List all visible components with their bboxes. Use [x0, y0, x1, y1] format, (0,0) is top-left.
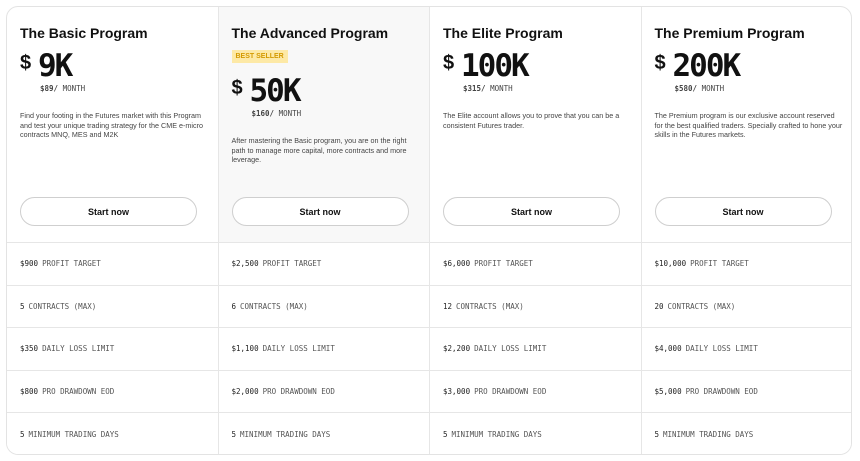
feature-row: $2,200 DAILY LOSS LIMIT [430, 327, 641, 370]
period: MONTH [62, 84, 86, 93]
feature-value: 5 [443, 429, 448, 439]
description: The Premium program is our exclusive acc… [654, 111, 843, 139]
feature-value: 12 [443, 301, 453, 311]
feature-row: $2,500 PROFIT TARGET [218, 242, 429, 285]
feature-value: 5 [231, 429, 237, 439]
start-button[interactable]: Start now [443, 197, 620, 226]
description: Find your footing in the Futures market … [20, 111, 203, 139]
feature-label: CONTRACTS (MAX) [240, 301, 308, 311]
feature-value: $900 [20, 259, 39, 269]
feature-row: 5 CONTRACTS (MAX) [7, 284, 218, 328]
plan-card: The Premium Program $200K $580/ MONTH The P… [641, 7, 851, 454]
feature-row: 6 CONTRACTS (MAX) [218, 284, 429, 328]
start-button[interactable]: Start now [654, 197, 832, 226]
feature-value: $2,500 [231, 259, 259, 269]
feature-value: $6,000 [443, 259, 471, 269]
feature-row: $2,000 PRO DRAWDOWN EOD [218, 369, 429, 413]
feature-value: 20 [654, 301, 664, 311]
feature-value: $1,100 [231, 344, 259, 354]
plan-card: The Basic Program $9K $89/ MONTH Find your … [7, 7, 219, 454]
currency: $ [231, 77, 243, 99]
feature-label: PROFIT TARGET [262, 259, 322, 269]
feature-label: PRO DRAWDOWN EOD [42, 387, 115, 397]
feature-value: $2,200 [443, 344, 471, 354]
price: 100K [461, 48, 530, 84]
feature-row: $4,000 DAILY LOSS LIMIT [641, 327, 851, 370]
feature-label: MINIMUM TRADING DAYS [451, 429, 542, 439]
feature-label: DAILY LOSS LIMIT [262, 344, 335, 354]
feature-label: PRO DRAWDOWN EOD [262, 387, 335, 397]
feature-row: $3,000 PRO DRAWDOWN EOD [430, 369, 641, 413]
plan-title: The Advanced Program [231, 25, 389, 41]
feature-row: 12 CONTRACTS (MAX) [430, 284, 641, 328]
feature-value: 5 [20, 301, 25, 311]
feature-value: $4,000 [654, 344, 682, 354]
feature-label: DAILY LOSS LIMIT [685, 344, 758, 354]
feature-label: CONTRACTS (MAX) [456, 301, 524, 311]
feature-value: 5 [20, 429, 25, 439]
feature-value: 5 [654, 429, 660, 439]
feature-label: DAILY LOSS LIMIT [474, 344, 547, 354]
feature-row: $900 PROFIT TARGET [7, 242, 218, 285]
start-button[interactable]: Start now [20, 197, 197, 226]
start-button[interactable]: Start now [231, 197, 409, 226]
feature-value: $5,000 [654, 387, 682, 397]
monthly-price: $315/ MONTH [463, 84, 513, 93]
monthly-amount: $580/ [674, 84, 698, 93]
feature-row: 5 MINIMUM TRADING DAYS [641, 412, 851, 454]
feature-value: $350 [20, 344, 39, 354]
feature-label: CONTRACTS (MAX) [667, 301, 736, 311]
feature-label: MINIMUM TRADING DAYS [28, 429, 119, 439]
period: MONTH [278, 109, 302, 118]
monthly-amount: $160/ [251, 109, 275, 118]
monthly-amount: $315/ [463, 84, 486, 93]
pricing-table: The Basic Program $9K $89/ MONTH Find your … [6, 6, 852, 455]
feature-row: $1,100 DAILY LOSS LIMIT [218, 327, 429, 370]
feature-row: 5 MINIMUM TRADING DAYS [430, 412, 641, 454]
currency: $ [20, 52, 32, 74]
feature-value: $10,000 [654, 259, 687, 269]
feature-label: PROFIT TARGET [474, 259, 533, 269]
feature-value: $3,000 [443, 387, 471, 397]
monthly-price: $89/ MONTH [40, 84, 85, 93]
feature-row: 20 CONTRACTS (MAX) [641, 284, 851, 328]
currency: $ [654, 52, 666, 74]
monthly-price: $580/ MONTH [675, 84, 725, 93]
feature-value: $2,000 [231, 387, 259, 397]
price: 50K [249, 73, 302, 109]
feature-value: $800 [20, 387, 39, 397]
feature-row: $5,000 PRO DRAWDOWN EOD [641, 369, 851, 413]
feature-row: $350 DAILY LOSS LIMIT [7, 327, 218, 370]
plan-title: The Elite Program [443, 25, 563, 41]
feature-value: 6 [231, 301, 237, 311]
description: After mastering the Basic program, you a… [231, 136, 407, 164]
period: MONTH [701, 84, 725, 93]
monthly-amount: $89/ [40, 84, 59, 93]
price: 9K [38, 48, 73, 84]
feature-label: PROFIT TARGET [42, 259, 101, 269]
feature-label: DAILY LOSS LIMIT [42, 344, 115, 354]
plan-card: The Advanced Program BEST SELLER $50K $160/… [218, 7, 430, 454]
feature-row: 5 MINIMUM TRADING DAYS [218, 412, 429, 454]
currency: $ [443, 52, 455, 74]
feature-label: MINIMUM TRADING DAYS [663, 429, 754, 439]
price: 200K [672, 48, 742, 84]
period: MONTH [490, 84, 513, 93]
feature-row: $10,000 PROFIT TARGET [641, 242, 851, 285]
feature-label: PRO DRAWDOWN EOD [685, 387, 758, 397]
monthly-price: $160/ MONTH [252, 109, 302, 118]
feature-label: CONTRACTS (MAX) [28, 301, 97, 311]
plan-card: The Elite Program $100K $315/ MONTH The Eli… [430, 7, 642, 454]
plan-title: The Basic Program [20, 25, 148, 41]
feature-row: $6,000 PROFIT TARGET [430, 242, 641, 285]
feature-row: 5 MINIMUM TRADING DAYS [7, 412, 218, 454]
feature-label: PROFIT TARGET [690, 259, 749, 269]
badge: BEST SELLER [231, 50, 288, 63]
description: The Elite account allows you to prove th… [443, 111, 620, 130]
feature-row: $800 PRO DRAWDOWN EOD [7, 369, 218, 413]
feature-label: PRO DRAWDOWN EOD [474, 387, 547, 397]
plan-title: The Premium Program [654, 25, 805, 41]
feature-label: MINIMUM TRADING DAYS [240, 429, 331, 439]
